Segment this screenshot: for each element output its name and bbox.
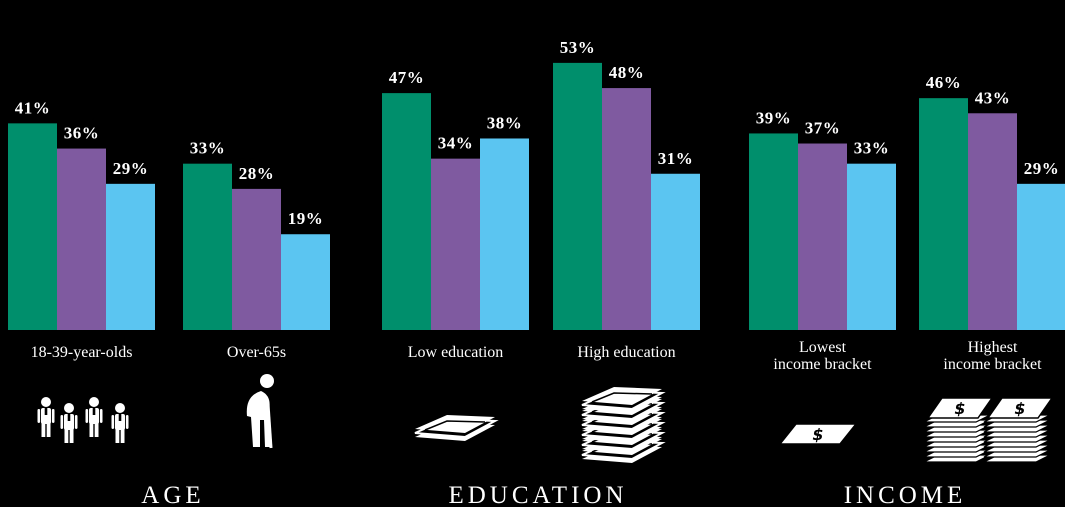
bar <box>847 163 896 330</box>
category-label: Highest <box>968 339 1018 356</box>
banknote-stacks-icon: $ $ <box>923 397 1054 463</box>
value-label: 37% <box>805 119 841 138</box>
bar <box>553 62 602 330</box>
bar <box>651 173 700 330</box>
value-label: 19% <box>288 209 324 228</box>
svg-text:$: $ <box>1014 399 1025 418</box>
bar <box>281 234 330 330</box>
section-title: INCOME <box>844 482 967 507</box>
category-label: 18-39-year-olds <box>31 344 133 361</box>
book-stack-icon <box>581 387 666 463</box>
value-label: 39% <box>756 108 792 127</box>
bar <box>431 158 480 330</box>
bar <box>232 188 281 330</box>
section-title: EDUCATION <box>448 482 627 507</box>
single-banknote-icon: $ <box>778 423 858 445</box>
value-label: 34% <box>438 134 474 153</box>
value-label: 36% <box>64 124 100 143</box>
value-label: 41% <box>15 98 51 117</box>
category-label: income bracket <box>943 356 1042 373</box>
bar <box>798 143 847 330</box>
group-of-people-icon <box>37 397 129 443</box>
value-label: 48% <box>609 63 645 82</box>
bar <box>8 123 57 330</box>
bar <box>919 98 968 330</box>
bar <box>382 93 431 331</box>
single-book-icon <box>414 415 499 441</box>
category-label: Over-65s <box>227 344 286 361</box>
svg-text:$: $ <box>812 425 823 444</box>
category-label: Lowest <box>799 339 847 356</box>
bar <box>1017 183 1065 330</box>
value-label: 31% <box>658 149 694 168</box>
value-label: 38% <box>487 113 523 132</box>
category-label: High education <box>577 344 675 361</box>
section-title: AGE <box>141 482 204 507</box>
bar <box>183 163 232 330</box>
bar <box>749 133 798 330</box>
value-label: 46% <box>926 73 962 92</box>
value-label: 29% <box>1024 159 1060 178</box>
category-label: Low education <box>408 344 504 361</box>
category-label: income bracket <box>773 356 872 373</box>
bar <box>480 138 529 330</box>
bar <box>602 88 651 330</box>
value-label: 47% <box>389 68 425 87</box>
bar <box>57 148 106 330</box>
value-label: 53% <box>560 38 596 57</box>
value-label: 33% <box>854 139 890 158</box>
value-label: 28% <box>239 164 275 183</box>
value-label: 43% <box>975 88 1011 107</box>
elderly-person-icon <box>246 374 274 449</box>
value-label: 33% <box>190 139 226 158</box>
bar <box>968 113 1017 330</box>
svg-text:$: $ <box>954 399 965 418</box>
value-label: 29% <box>113 159 149 178</box>
bar <box>106 183 155 330</box>
